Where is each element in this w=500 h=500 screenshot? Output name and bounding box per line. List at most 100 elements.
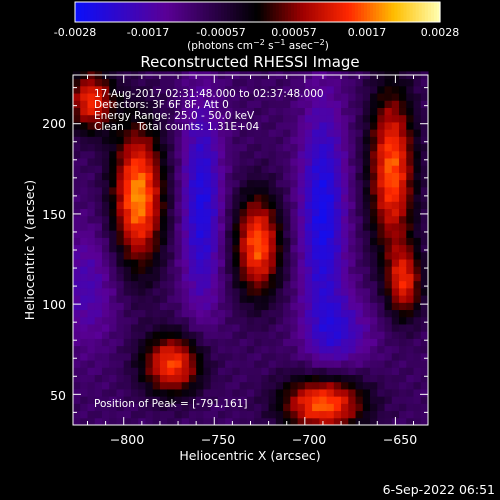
heatmap-cell <box>261 136 270 145</box>
heatmap-cell <box>101 244 110 253</box>
heatmap-cell <box>109 345 117 354</box>
heatmap-cell <box>217 331 226 339</box>
heatmap-cell <box>94 309 103 318</box>
heatmap-cell <box>116 352 125 361</box>
heatmap-cell <box>101 208 110 217</box>
heatmap-cell <box>377 352 386 361</box>
colorbar-ticks: -0.0028 -0.0017 -0.00057 0.00057 0.0017 … <box>54 26 459 39</box>
heatmap-cell <box>355 179 364 188</box>
heatmap-cell <box>225 93 233 101</box>
heatmap-cell <box>145 114 154 123</box>
heatmap-cell <box>145 230 154 238</box>
heatmap-cell <box>203 85 212 94</box>
heatmap-cell <box>283 129 291 137</box>
heatmap-cell <box>159 309 168 318</box>
heatmap-cell <box>370 251 378 260</box>
heatmap-cell <box>254 287 262 296</box>
heatmap-cell <box>145 244 154 253</box>
heatmap-cell <box>355 403 364 412</box>
heatmap-cell <box>326 85 335 94</box>
heatmap-cell <box>254 331 262 339</box>
heatmap-cell <box>109 208 117 217</box>
heatmap-cell <box>283 287 291 296</box>
heatmap-cell <box>304 410 313 419</box>
heatmap-cell <box>123 316 132 325</box>
heatmap-cell <box>312 345 320 354</box>
heatmap-cell <box>181 157 190 166</box>
heatmap-cell <box>217 230 226 238</box>
heatmap-cell <box>145 150 154 159</box>
heatmap-cell <box>203 259 212 267</box>
heatmap-cell <box>246 179 255 188</box>
heatmap-cell <box>384 215 393 224</box>
heatmap-cell <box>167 93 175 101</box>
heatmap-cell <box>420 295 429 303</box>
x-tick-label: −650 <box>383 432 417 447</box>
heatmap-cell <box>159 150 168 159</box>
colorbar-cell <box>379 2 383 22</box>
heatmap-cell <box>420 316 429 325</box>
heatmap-cell <box>232 374 241 383</box>
heatmap-cell <box>73 403 81 412</box>
heatmap-cell <box>210 316 219 325</box>
heatmap-cell <box>181 143 190 152</box>
heatmap-cell <box>304 352 313 361</box>
heatmap-cell <box>312 273 320 282</box>
heatmap-cell <box>239 165 248 173</box>
heatmap-cell <box>275 374 284 383</box>
heatmap-cell <box>210 100 219 108</box>
heatmap-cell <box>290 360 299 368</box>
heatmap-cell <box>152 85 161 94</box>
heatmap-cell <box>152 381 161 390</box>
heatmap-cell <box>275 150 284 159</box>
heatmap-cell <box>420 215 429 224</box>
heatmap-cell <box>413 150 422 159</box>
x-tick-label: −800 <box>110 432 144 447</box>
heatmap-cell <box>232 179 241 188</box>
heatmap-cell <box>152 121 161 130</box>
heatmap-cell <box>399 165 407 173</box>
heatmap-cell <box>254 136 262 145</box>
heatmap-cell <box>80 100 88 108</box>
heatmap-cell <box>254 309 262 318</box>
heatmap-cell <box>413 360 422 368</box>
heatmap-cell <box>174 396 183 404</box>
heatmap-cell <box>283 374 291 383</box>
heatmap-cell <box>275 201 284 210</box>
heatmap-cell <box>130 194 139 202</box>
heatmap-cell <box>304 93 313 101</box>
heatmap-cell <box>341 215 349 224</box>
heatmap-cell <box>377 302 386 311</box>
heatmap-cell <box>130 309 139 318</box>
heatmap-cell <box>138 107 146 116</box>
heatmap-cell <box>101 215 110 224</box>
heatmap-cell <box>73 172 81 181</box>
heatmap-cell <box>73 417 81 426</box>
heatmap-cell <box>116 194 125 202</box>
heatmap-cell <box>109 381 117 390</box>
heatmap-cell <box>225 323 233 332</box>
heatmap-cell <box>225 150 233 159</box>
heatmap-cell <box>138 273 146 282</box>
heatmap-cell <box>391 280 400 289</box>
heatmap-cell <box>370 201 378 210</box>
colorbar-cell <box>345 2 350 22</box>
heatmap-cell <box>138 237 146 246</box>
colorbar-cell <box>242 2 246 22</box>
heatmap-cell <box>377 93 386 101</box>
heatmap-cell <box>377 194 386 202</box>
heatmap-cell <box>377 266 386 274</box>
colorbar-cell <box>224 2 228 22</box>
heatmap-cell <box>181 222 190 231</box>
colorbar-cell <box>251 2 256 22</box>
colorbar-cell <box>90 2 94 22</box>
colorbar-cell <box>230 2 234 22</box>
heatmap-cell <box>297 331 306 339</box>
heatmap-cell <box>341 381 349 390</box>
heatmap-cell <box>362 121 371 130</box>
heatmap-cell <box>196 107 204 116</box>
heatmap-cell <box>413 107 422 116</box>
heatmap-cell <box>391 121 400 130</box>
heatmap-cell <box>333 273 342 282</box>
heatmap-cell <box>304 331 313 339</box>
